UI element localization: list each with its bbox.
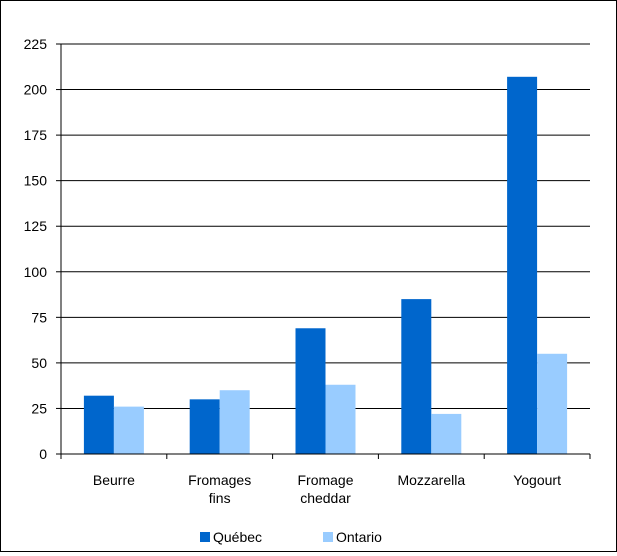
y-axis-ticks: 0 25 50 75 100 125 150 175 200 225 (24, 36, 61, 462)
legend-swatch (323, 532, 333, 542)
bar-series1 (507, 76, 538, 455)
bar-series1 (401, 299, 432, 454)
bar-series2 (537, 353, 568, 454)
y-tick-label: 75 (31, 309, 47, 325)
y-tick-label: 100 (24, 264, 48, 280)
legend-label: Ontario (336, 529, 382, 545)
y-tick-label: 125 (24, 218, 48, 234)
legend: Québec Ontario (200, 529, 382, 545)
y-tick-label: 175 (24, 127, 48, 143)
x-tick-label: Yogourt (513, 472, 561, 488)
x-axis-labels: Beurre Fromages fins Fromage cheddar Mozzarel… (93, 472, 561, 506)
bar-series1 (189, 399, 220, 454)
axes (60, 44, 591, 459)
x-tick-label: Fromages (188, 472, 251, 488)
x-tick-label: Mozzarella (397, 472, 465, 488)
y-tick-label: 225 (24, 36, 48, 52)
legend-label: Québec (213, 529, 262, 545)
bar-series1 (83, 395, 114, 454)
bars (83, 76, 568, 455)
x-tick-label: fins (209, 490, 231, 506)
y-tick-label: 0 (39, 446, 47, 462)
bar-series2 (219, 390, 250, 454)
y-tick-label: 25 (31, 400, 47, 416)
y-tick-label: 200 (24, 82, 48, 98)
bar-series2 (113, 406, 144, 454)
bar-series2 (431, 413, 462, 454)
x-tick-label: Beurre (93, 472, 135, 488)
legend-swatch (200, 532, 210, 542)
x-tick-label: Fromage (297, 472, 353, 488)
y-tick-label: 50 (31, 355, 47, 371)
y-tick-label: 150 (24, 173, 48, 189)
gridlines (61, 43, 590, 409)
bar-series1 (295, 328, 326, 454)
x-tick-label: cheddar (300, 490, 351, 506)
bar-series2 (325, 384, 356, 454)
